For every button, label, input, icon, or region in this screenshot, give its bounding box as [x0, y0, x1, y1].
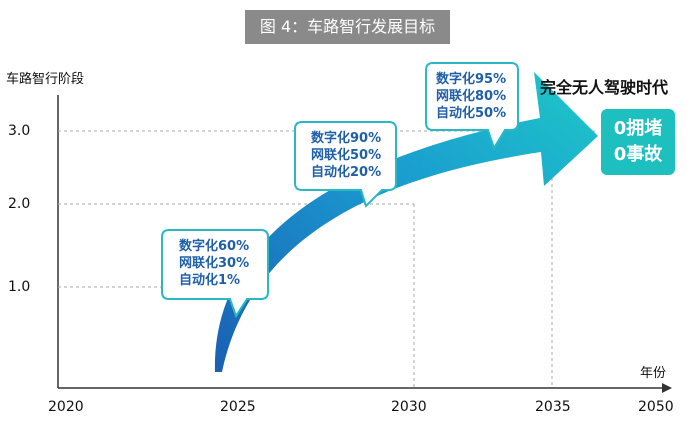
x-tick-2035: 2035 — [535, 399, 571, 415]
x-axis-arrowhead — [662, 383, 672, 393]
bubble-2035-text: 数字化95% 网联化80% 自动化50% — [436, 71, 506, 122]
bubble-2035-line-2: 网联化80% — [436, 89, 507, 104]
goal-title: 完全无人驾驶时代 — [540, 78, 669, 97]
y-tick-2: 2.0 — [8, 196, 31, 212]
figure-caption: 图 4：车路智行发展目标 — [245, 10, 450, 44]
bubble-2035 — [425, 62, 519, 151]
x-tick-2025: 2025 — [220, 399, 256, 415]
bubble-2035-line-3: 自动化50% — [436, 106, 507, 121]
bubble-2030-line-1: 数字化90% — [311, 131, 382, 146]
bubble-2025-text: 数字化60% 网联化30% 自动化1% — [179, 238, 249, 289]
y-axis-label: 车路智行阶段 — [6, 72, 85, 87]
x-tick-2030: 2030 — [391, 399, 427, 415]
bubble-2035-line-1: 数字化95% — [436, 72, 507, 87]
bubble-2030-text: 数字化90% 网联化50% 自动化20% — [311, 130, 381, 181]
x-tick-2050: 2050 — [638, 399, 674, 415]
bubble-2030-line-2: 网联化50% — [311, 148, 382, 163]
bubble-2025-line-2: 网联化30% — [179, 256, 250, 271]
goal-line-1: 0拥堵 — [613, 118, 663, 139]
bubble-2025-line-1: 数字化60% — [179, 239, 250, 254]
y-tick-3: 3.0 — [8, 123, 31, 139]
x-axis-label: 年份 — [640, 366, 667, 381]
growth-arrow — [214, 72, 599, 372]
y-tick-1: 1.0 — [8, 279, 31, 295]
bubble-2025-line-3: 自动化1% — [179, 273, 241, 288]
goal-box: 0拥堵 0事故 — [601, 109, 675, 175]
bubble-2025 — [161, 229, 269, 319]
bubble-2030-line-3: 自动化20% — [311, 165, 382, 180]
bubble-2030 — [294, 121, 397, 208]
x-tick-2020: 2020 — [48, 399, 84, 415]
goal-line-2: 0事故 — [613, 144, 663, 165]
